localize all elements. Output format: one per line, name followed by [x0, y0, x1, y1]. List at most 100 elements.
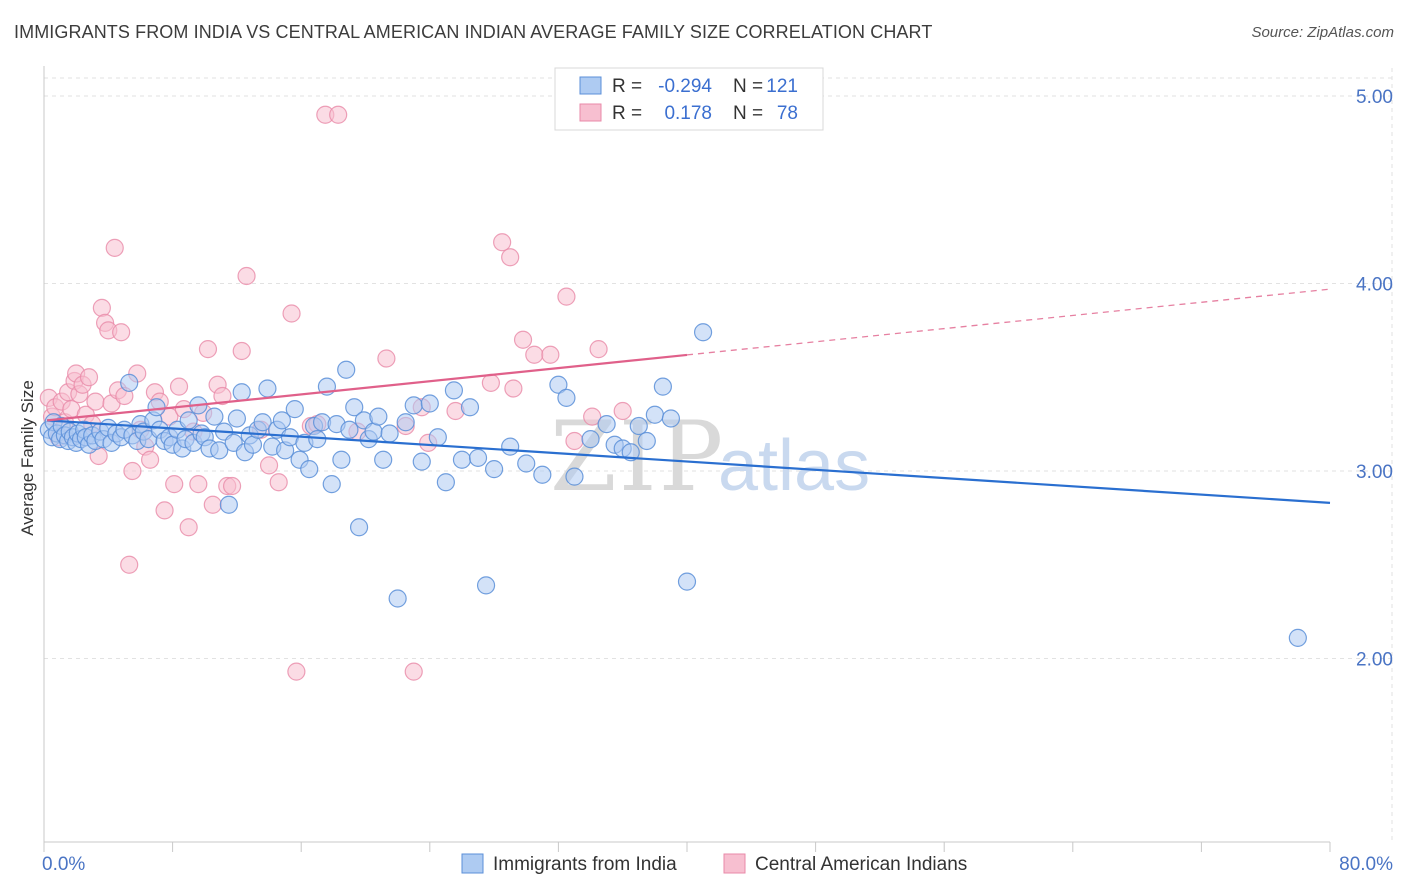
data-point-immigrants-from-india [322, 475, 341, 494]
data-point-central-american-indians [86, 392, 105, 411]
data-point-immigrants-from-india [693, 323, 713, 342]
data-point-immigrants-from-india [428, 428, 447, 447]
data-point-immigrants-from-india [219, 495, 238, 514]
data-point-immigrants-from-india [253, 413, 272, 432]
chart-title: IMMIGRANTS FROM INDIA VS CENTRAL AMERICA… [14, 22, 933, 42]
data-point-immigrants-from-india [232, 383, 251, 402]
y-tick-label: 4.00 [1356, 275, 1393, 296]
data-point-immigrants-from-india [444, 381, 464, 400]
bottom-legend-label-blue: Immigrants from India [493, 854, 677, 875]
data-point-central-american-indians [120, 555, 139, 574]
axes [43, 66, 1331, 852]
data-point-immigrants-from-india [557, 388, 576, 407]
correlation-legend: R = -0.294 N = 121 R = 0.178 N = 78 [554, 67, 824, 131]
data-point-immigrants-from-india [581, 430, 600, 449]
data-point-immigrants-from-india [533, 465, 552, 484]
data-point-immigrants-from-india [374, 450, 393, 469]
data-point-immigrants-from-india [597, 415, 616, 434]
data-point-central-american-indians [377, 349, 396, 368]
source-credit: Source: ZipAtlas.com [1251, 24, 1394, 41]
data-point-immigrants-from-india [637, 431, 656, 451]
data-point-immigrants-from-india [549, 375, 568, 394]
data-point-central-american-indians [287, 662, 306, 681]
data-point-immigrants-from-india [420, 394, 439, 413]
legend-swatch-blue [579, 76, 602, 95]
data-point-central-american-indians [282, 304, 301, 323]
trend-line-immigrants-from-india [47, 419, 1331, 504]
y-tick-label: 5.00 [1356, 87, 1393, 108]
data-point-immigrants-from-india [460, 398, 480, 417]
bottom-legend-swatch-blue [461, 853, 484, 874]
data-point-central-american-indians [481, 373, 500, 392]
data-point-central-american-indians [493, 233, 512, 252]
x-tick-labels: 0.0% 80.0% [42, 854, 1393, 875]
data-point-immigrants-from-india [205, 407, 224, 426]
data-point-immigrants-from-india [677, 572, 697, 591]
data-point-central-american-indians [213, 386, 232, 406]
data-point-central-american-indians [557, 287, 576, 306]
data-point-immigrants-from-india [210, 441, 229, 460]
trend-line-central-american-indians [47, 353, 688, 422]
data-point-central-american-indians [259, 456, 279, 475]
data-point-immigrants-from-india [179, 411, 198, 430]
data-point-central-american-indians [222, 476, 242, 496]
x-tick-label-max: 80.0% [1339, 854, 1393, 875]
y-tick-label: 3.00 [1356, 462, 1393, 483]
data-point-immigrants-from-india [476, 576, 496, 595]
data-point-immigrants-from-india [485, 460, 504, 479]
legend-swatch-pink [579, 103, 602, 122]
data-point-central-american-indians [269, 473, 288, 492]
data-point-central-american-indians [589, 340, 608, 359]
x-tick-label-min: 0.0% [42, 854, 85, 875]
data-point-central-american-indians [525, 345, 544, 364]
legend-n-label-pink: N = [733, 103, 763, 124]
data-point-immigrants-from-india [565, 467, 584, 486]
legend-n-label-blue: N = [733, 76, 763, 97]
data-point-central-american-indians [112, 323, 131, 342]
data-point-immigrants-from-india [653, 377, 672, 396]
data-point-central-american-indians [237, 266, 256, 286]
data-point-immigrants-from-india [285, 400, 304, 419]
data-point-central-american-indians [140, 450, 160, 469]
series-central-american-indians [39, 105, 632, 681]
data-point-central-american-indians [504, 379, 523, 398]
y-axis-title: Average Family Size [18, 380, 37, 536]
data-point-immigrants-from-india [380, 424, 399, 443]
series-legend: Immigrants from India Central American I… [461, 853, 967, 875]
data-point-central-american-indians [105, 238, 124, 257]
data-point-immigrants-from-india [258, 379, 277, 398]
bottom-legend-swatch-pink [723, 853, 746, 874]
data-point-central-american-indians [565, 431, 584, 451]
data-point-immigrants-from-india [120, 373, 139, 392]
data-point-central-american-indians [513, 330, 533, 349]
trend-lines [47, 288, 1331, 504]
legend-r-label-blue: R = [612, 76, 642, 97]
data-point-central-american-indians [198, 340, 218, 359]
data-point-immigrants-from-india [349, 518, 369, 537]
data-point-central-american-indians [404, 662, 423, 681]
data-point-immigrants-from-india [404, 396, 423, 415]
bottom-legend-label-pink: Central American Indians [755, 854, 967, 875]
data-point-immigrants-from-india [345, 398, 364, 417]
data-point-immigrants-from-india [468, 448, 488, 467]
data-point-central-american-indians [583, 407, 602, 426]
data-point-central-american-indians [179, 518, 198, 537]
data-point-central-american-indians [155, 501, 174, 520]
data-point-immigrants-from-india [243, 435, 263, 454]
data-point-central-american-indians [92, 298, 111, 317]
data-point-immigrants-from-india [517, 454, 536, 473]
data-point-immigrants-from-india [227, 409, 246, 428]
data-point-central-american-indians [541, 345, 560, 364]
data-point-immigrants-from-india [645, 405, 664, 424]
data-point-immigrants-from-india [436, 473, 455, 492]
data-point-immigrants-from-india [300, 460, 319, 479]
data-point-immigrants-from-india [340, 420, 359, 439]
data-point-central-american-indians [329, 105, 348, 124]
data-point-central-american-indians [501, 248, 520, 267]
data-point-central-american-indians [123, 461, 142, 481]
data-point-central-american-indians [79, 368, 99, 387]
series-immigrants-from-india [39, 323, 1307, 647]
data-point-central-american-indians [613, 401, 632, 421]
y-tick-label: 2.00 [1356, 650, 1393, 671]
data-point-immigrants-from-india [388, 589, 407, 608]
